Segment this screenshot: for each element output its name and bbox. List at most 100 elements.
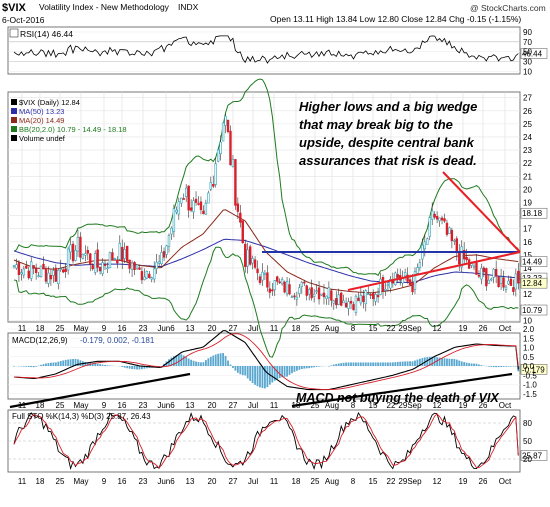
price-tick-label: 20 [523, 185, 532, 194]
macd-histogram-bar [375, 362, 377, 366]
macd-histogram-bar [301, 366, 303, 369]
candle-body [308, 289, 310, 294]
macd-histogram-bar [505, 366, 507, 367]
x-tick-label: 20 [208, 477, 217, 486]
candle-body [372, 293, 374, 298]
candle-body [330, 291, 332, 301]
candle-body [313, 294, 315, 297]
legend-entry: Volume undef [19, 134, 66, 143]
candle-body [45, 269, 47, 282]
candle-body [429, 218, 431, 237]
rsi-tick-label: 30 [523, 58, 532, 67]
value-badge-label: 12.84 [522, 279, 543, 288]
x-tick-label: 11 [18, 477, 27, 486]
macd-histogram-bar [377, 362, 379, 366]
header-date: 6-Oct-2016 [2, 15, 45, 25]
candle-body [365, 291, 367, 304]
x-tick-label: Oct [499, 477, 512, 486]
candle-body [148, 274, 150, 278]
candle-body [419, 263, 421, 268]
x-tick-label: 11 [270, 324, 279, 333]
legend-entry: BB(20,2.0) 10.79 - 14.49 - 18.18 [19, 125, 127, 134]
macd-histogram-bar [23, 366, 25, 367]
macd-histogram-bar [262, 366, 264, 388]
x-tick-label: 25 [56, 477, 65, 486]
x-tick-label: Jul [248, 477, 258, 486]
x-tick-label: 22 [387, 324, 396, 333]
candle-body [397, 275, 399, 278]
price-tick-label: 12 [523, 290, 532, 299]
macd-histogram-bar [65, 360, 67, 366]
macd-histogram-bar [227, 361, 229, 366]
x-tick-label: 15 [369, 324, 378, 333]
macd-histogram-bar [345, 363, 347, 366]
macd-histogram-bar [463, 362, 465, 366]
candle-body [473, 266, 475, 267]
candle-body [444, 219, 446, 221]
x-tick-label: 16 [118, 477, 127, 486]
macd-histogram-bar [409, 361, 411, 366]
x-tick-label: 27 [229, 401, 238, 410]
candle-body [178, 202, 180, 214]
candle-body [23, 269, 25, 275]
price-tick-label: 25 [523, 120, 532, 129]
candle-body [453, 240, 455, 241]
x-tick-label: 13 [186, 477, 195, 486]
candle-body [348, 302, 350, 309]
legend-entry: MA(50) 13.23 [19, 107, 64, 116]
candle-body [375, 294, 377, 301]
candle-body [485, 269, 487, 286]
candle-body [60, 269, 62, 270]
macd-histogram-bar [286, 366, 288, 377]
macd-histogram-bar [471, 363, 473, 366]
sto-tick-label: 80 [523, 419, 532, 428]
macd-histogram-bar [358, 362, 360, 366]
macd-histogram-bar [313, 366, 315, 367]
candle-body [517, 271, 519, 283]
macd-histogram-bar [508, 366, 510, 367]
macd-histogram-bar [247, 366, 249, 378]
candle-body [207, 193, 209, 203]
macd-histogram-bar [222, 353, 224, 366]
candle-body [350, 301, 352, 303]
candle-body [230, 131, 232, 165]
legend-swatch-icon [11, 117, 17, 123]
price-tick-label: 24 [523, 133, 532, 142]
candle-body [439, 218, 441, 221]
candle-body [200, 202, 202, 210]
candle-body [360, 295, 362, 303]
candle-body [134, 262, 136, 269]
candle-body [62, 270, 64, 272]
macd-histogram-bar [50, 363, 52, 366]
candle-body [284, 282, 286, 292]
candle-body [104, 265, 106, 266]
x-tick-label: 18 [292, 324, 301, 333]
candle-body [508, 281, 510, 284]
candle-body [343, 301, 345, 303]
macd-histogram-bar [121, 366, 123, 367]
macd-histogram-bar [30, 366, 32, 367]
x-tick-label: 13 [186, 324, 195, 333]
x-tick-label: 13 [186, 401, 195, 410]
legend-swatch-icon [11, 135, 17, 141]
candle-body [316, 291, 318, 292]
macd-histogram-bar [244, 366, 246, 376]
macd-histogram-bar [338, 364, 340, 366]
macd-histogram-bar [220, 353, 222, 366]
candle-body [382, 277, 384, 291]
x-tick-label: 29Sep [398, 477, 422, 486]
macd-histogram-bar [458, 361, 460, 366]
legend-swatch-icon [11, 99, 17, 105]
macd-histogram-bar [380, 362, 382, 366]
macd-histogram-bar [230, 365, 232, 366]
macd-histogram-bar [242, 366, 244, 375]
macd-histogram-bar [195, 362, 197, 366]
candle-body [131, 263, 133, 269]
x-tick-label: Jun6 [157, 401, 175, 410]
macd-histogram-bar [434, 357, 436, 366]
candle-body [156, 262, 158, 269]
candle-body [190, 208, 192, 211]
macd-histogram-bar [45, 364, 47, 366]
candle-body [291, 297, 293, 298]
candle-body [340, 293, 342, 305]
